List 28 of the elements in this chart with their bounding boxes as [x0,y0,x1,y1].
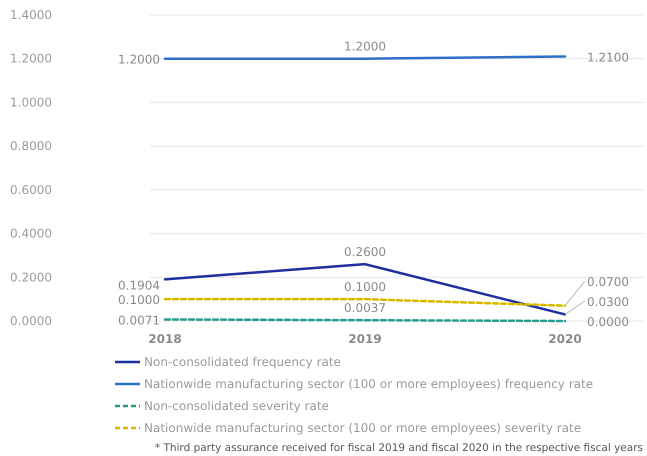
x-tick-label: 2018 [148,332,182,346]
data-label: 0.0300 [587,295,629,309]
data-label: 0.0700 [587,275,629,289]
legend-label: Non-consolidated frequency rate [144,355,341,369]
data-label: 0.0037 [344,301,386,316]
data-label: 0.1000 [344,280,386,294]
legend-label: Nationwide manufacturing sector (100 or more employees) severity rate [144,421,582,435]
data-label: 0.1904 [118,278,160,292]
data-label: 0.2600 [344,245,386,260]
y-tick-label: 0.0000 [10,314,52,328]
y-tick-label: 0.8000 [10,139,52,154]
y-tick-label: 0.2000 [10,270,52,284]
y-tick-label: 0.6000 [10,182,52,197]
data-label: 1.2100 [587,50,629,65]
data-label: 0.0071 [118,313,160,328]
legend-label: Non-consolidated severity rate [144,399,329,413]
y-tick-label: 1.2000 [10,52,52,66]
y-tick-label: 1.4000 [10,8,52,22]
x-tick-label: 2019 [348,332,382,346]
data-label: 1.2000 [118,52,160,67]
y-tick-label: 0.4000 [10,226,52,241]
data-label: 0.0000 [587,315,629,329]
y-tick-label: 1.0000 [10,95,52,110]
data-label: 0.1000 [118,293,160,308]
x-tick-label: 2020 [548,332,582,346]
text: * Third party assurance received for fiscal 2019 and fiscal 2020 in the respective fiscal years [154,442,643,454]
data-label: 1.2000 [344,40,386,54]
legend-label: Nationwide manufacturing sector (100 or more employees) frequency rate [144,377,594,391]
